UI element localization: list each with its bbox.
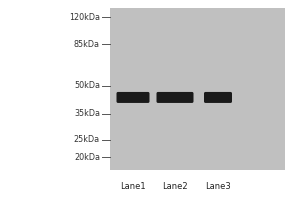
FancyBboxPatch shape [116, 92, 149, 103]
FancyBboxPatch shape [204, 92, 232, 103]
Text: 25kDa: 25kDa [74, 135, 100, 144]
Text: Lane1: Lane1 [120, 182, 146, 191]
Bar [110, 8, 285, 170]
FancyBboxPatch shape [157, 92, 194, 103]
Text: 120kDa: 120kDa [69, 13, 100, 22]
Text: 20kDa: 20kDa [74, 153, 100, 162]
Text: Lane2: Lane2 [162, 182, 188, 191]
Text: 35kDa: 35kDa [74, 109, 100, 118]
Text: 50kDa: 50kDa [74, 81, 100, 90]
Text: 85kDa: 85kDa [74, 40, 100, 49]
Text: Lane3: Lane3 [205, 182, 231, 191]
